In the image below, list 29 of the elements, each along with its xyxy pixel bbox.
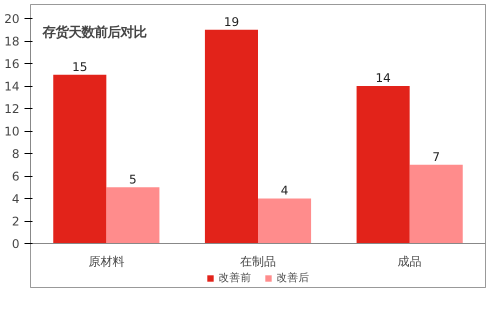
y-tick-label: 12	[4, 102, 20, 116]
data-label: 14	[375, 71, 391, 85]
bar	[53, 74, 106, 244]
bar	[204, 30, 258, 244]
data-label: 5	[129, 172, 137, 186]
y-tick-label: 14	[4, 80, 20, 94]
data-label: 7	[432, 150, 440, 164]
bar	[356, 86, 410, 244]
y-tick-label: 0	[12, 237, 20, 251]
text: 存货天数前后对比	[42, 24, 147, 40]
legend-label: 改善前	[218, 271, 252, 285]
bar	[410, 164, 463, 244]
y-tick-label: 6	[12, 170, 20, 184]
data-label: 19	[224, 14, 240, 29]
data-label: 15	[72, 60, 88, 74]
bar	[258, 198, 312, 244]
y-tick-label: 8	[12, 147, 20, 161]
x-tick-label: 在制品	[240, 254, 276, 268]
y-tick-label: 10	[4, 124, 20, 138]
bar	[106, 187, 160, 244]
y-tick-label: 16	[4, 57, 20, 71]
y-tick-label: 20	[4, 12, 20, 26]
x-tick-label: 成品	[398, 254, 422, 268]
y-tick-label: 2	[12, 214, 20, 228]
y-tick-label: 18	[4, 34, 20, 48]
data-label: 4	[280, 184, 288, 198]
y-tick-label: 4	[12, 192, 20, 206]
legend-label: 改善后	[276, 271, 310, 285]
x-tick-label: 原材料	[88, 254, 124, 268]
